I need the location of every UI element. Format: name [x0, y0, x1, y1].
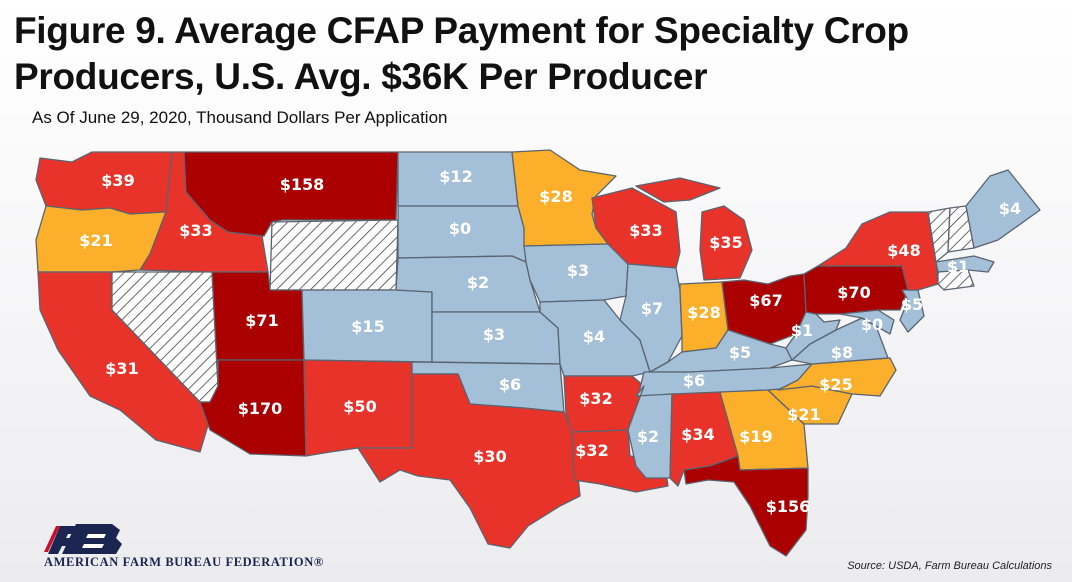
state-ct-ri — [937, 269, 975, 291]
label-nm: $50 — [343, 397, 376, 416]
label-la: $32 — [575, 441, 608, 460]
label-ut: $71 — [245, 311, 278, 330]
state-mn — [511, 149, 617, 247]
state-mt — [183, 151, 399, 237]
label-az: $170 — [238, 399, 283, 418]
label-co: $15 — [351, 317, 384, 336]
label-il: $7 — [641, 299, 663, 318]
label-fl: $156 — [766, 497, 811, 516]
label-ma: $1 — [947, 257, 969, 276]
label-ne: $2 — [467, 273, 489, 292]
label-ga: $19 — [739, 427, 772, 446]
label-pa: $70 — [837, 283, 870, 302]
label-wv: $1 — [791, 321, 813, 340]
label-ia: $3 — [567, 261, 589, 280]
label-tn: $6 — [683, 371, 705, 390]
state-wy — [269, 219, 399, 291]
state-mi — [699, 205, 753, 281]
state-fl — [683, 455, 809, 557]
state-tx — [357, 373, 581, 549]
label-wa: $39 — [101, 171, 134, 190]
label-nc: $25 — [819, 375, 852, 394]
label-or: $21 — [79, 231, 112, 250]
label-wi: $33 — [629, 221, 662, 240]
state-me — [965, 169, 1041, 249]
label-al: $34 — [681, 425, 714, 444]
label-nd: $12 — [439, 167, 472, 186]
label-nj: $5 — [901, 295, 923, 314]
label-in: $28 — [687, 303, 720, 322]
label-me: $4 — [999, 199, 1021, 218]
label-va: $8 — [831, 343, 853, 362]
label-mi: $35 — [709, 233, 742, 252]
label-mt: $158 — [280, 175, 325, 194]
state-mi-up — [635, 177, 721, 203]
subtitle: As Of June 29, 2020, Thousand Dollars Pe… — [32, 108, 448, 127]
source-note: Source: USDA, Farm Bureau Calculations — [847, 560, 1052, 572]
label-md: $0 — [861, 315, 883, 334]
label-ny: $48 — [887, 241, 920, 260]
label-id: $33 — [179, 221, 212, 240]
label-tx: $30 — [473, 447, 506, 466]
label-ar: $32 — [579, 389, 612, 408]
label-oh: $67 — [749, 291, 782, 310]
label-mn: $28 — [539, 187, 572, 206]
fb-logo — [44, 524, 122, 554]
state-nc — [777, 357, 897, 397]
organization-name: AMERICAN FARM BUREAU FEDERATION® — [44, 555, 324, 569]
page-title: Figure 9. Average CFAP Payment for Speci… — [14, 10, 909, 97]
label-ks: $3 — [483, 325, 505, 344]
label-ms: $2 — [637, 427, 659, 446]
label-ca: $31 — [105, 359, 138, 378]
label-mo: $4 — [583, 327, 605, 346]
label-ok: $6 — [499, 375, 521, 394]
label-sc: $21 — [787, 405, 820, 424]
label-ky: $5 — [729, 343, 751, 362]
label-sd: $0 — [449, 219, 471, 238]
